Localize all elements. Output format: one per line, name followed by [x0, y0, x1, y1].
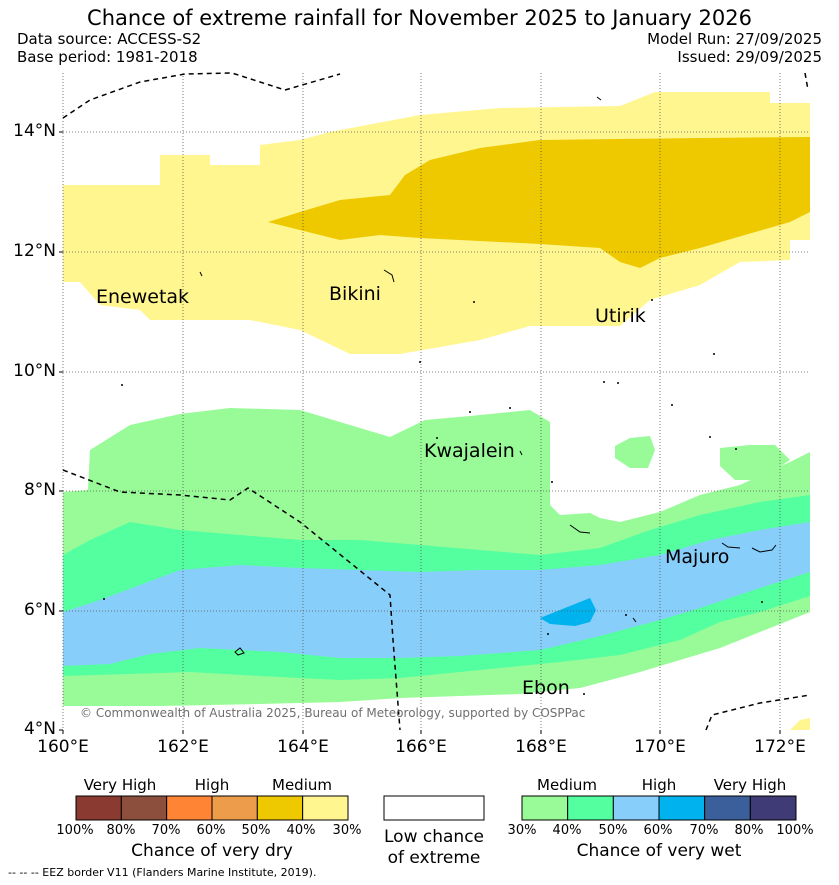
- dry-header-very-high: Very High: [83, 776, 157, 794]
- place-ebon: Ebon: [522, 677, 570, 699]
- eez-footnote: -- -- -- EEZ border V11 (Flanders Marine…: [8, 866, 317, 879]
- low-chance-swatch: [383, 795, 485, 821]
- dry-swatch-3: [211, 795, 258, 821]
- wet-tick: 80%: [734, 823, 764, 838]
- chart-title: Chance of extreme rainfall for November …: [87, 6, 752, 30]
- wet-60-70-blob: [540, 598, 596, 626]
- wet-tick: 50%: [598, 823, 628, 838]
- wet-tick: 100%: [776, 823, 814, 838]
- place-utirik: Utirik: [595, 305, 646, 327]
- lon-label-164e: 164°E: [277, 737, 329, 757]
- dry-swatch-2: [166, 795, 213, 821]
- lon-label-168e: 168°E: [515, 737, 567, 757]
- dry-corner: [790, 718, 810, 730]
- base-period: Base period: 1981-2018: [17, 48, 198, 66]
- lat-label-6n: 6°N: [23, 600, 56, 620]
- wet-30-40-blob-east: [720, 445, 790, 480]
- dry-tick: 70%: [151, 823, 181, 838]
- wet-legend-title: Chance of very wet: [576, 841, 742, 861]
- lon-label-160e: 160°E: [37, 737, 89, 757]
- wet-swatch-4: [704, 795, 751, 821]
- dry-swatch-4: [256, 795, 304, 821]
- dry-tick: 40%: [286, 823, 316, 838]
- wet-swatch-3: [658, 795, 706, 821]
- wet-tick: 70%: [689, 823, 719, 838]
- dry-tick: 100%: [56, 823, 94, 838]
- wet-swatch-2: [612, 795, 660, 821]
- lat-label-10n: 10°N: [13, 361, 56, 381]
- lat-label-8n: 8°N: [23, 480, 56, 500]
- wet-header-medium: Medium: [537, 776, 597, 794]
- place-enewetak: Enewetak: [96, 286, 190, 308]
- low-chance-line2: of extreme: [387, 848, 481, 868]
- wet-header-very-high: Very High: [713, 776, 787, 794]
- wet-30-40-blob: [615, 436, 655, 468]
- issued-date: Issued: 29/09/2025: [677, 48, 822, 66]
- wet-header-high: High: [641, 776, 677, 794]
- islands: [199, 96, 777, 656]
- island-dots: [103, 299, 763, 695]
- lon-label-170e: 170°E: [634, 737, 686, 757]
- wet-tick: 60%: [643, 823, 673, 838]
- lon-label-162e: 162°E: [157, 737, 209, 757]
- lat-label-12n: 12°N: [13, 241, 56, 261]
- wet-tick: 30%: [507, 823, 537, 838]
- axis-ticks: [59, 131, 781, 734]
- lat-label-4n: 4°N: [23, 719, 56, 739]
- lon-label-172e: 172°E: [754, 737, 806, 757]
- wet-swatch-1: [567, 795, 614, 821]
- dry-header-high: High: [194, 776, 230, 794]
- dry-swatch-0: [75, 795, 122, 821]
- data-source: Data source: ACCESS-S2: [17, 30, 202, 48]
- dry-tick: 60%: [196, 823, 226, 838]
- dry-tick: 80%: [106, 823, 136, 838]
- lat-label-14n: 14°N: [13, 121, 56, 141]
- copyright-notice: © Commonwealth of Australia 2025, Bureau…: [80, 706, 586, 720]
- dry-medium-strong-region: [268, 137, 810, 268]
- model-run: Model Run: 27/09/2025: [647, 30, 822, 48]
- wet-swatch-5: [749, 795, 797, 821]
- eez-border: [62, 72, 811, 731]
- wet-colorbar: [521, 795, 797, 821]
- wet-50-60-region: [63, 522, 810, 666]
- place-majuro: Majuro: [665, 546, 730, 568]
- dry-tick: 50%: [241, 823, 271, 838]
- low-chance-line1: Low chance: [384, 827, 484, 847]
- dry-colorbar: [75, 795, 349, 821]
- dry-tick: 30%: [332, 823, 362, 838]
- dry-header-medium: Medium: [272, 776, 332, 794]
- dry-swatch-1: [120, 795, 168, 821]
- place-bikini: Bikini: [329, 283, 381, 305]
- dry-legend-title: Chance of very dry: [131, 841, 293, 861]
- lon-label-166e: 166°E: [395, 737, 447, 757]
- place-kwajalein: Kwajalein: [424, 440, 515, 462]
- wet-tick: 40%: [552, 823, 582, 838]
- wet-swatch-0: [521, 795, 569, 821]
- dry-swatch-5: [302, 795, 349, 821]
